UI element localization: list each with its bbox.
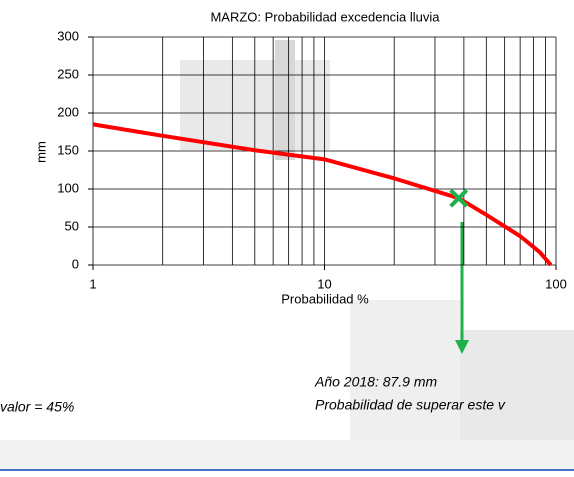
y-tick-label: 100 (57, 180, 79, 195)
y-tick-label: 250 (57, 66, 79, 81)
y-tick-label: 0 (72, 256, 79, 271)
y-tick-label: 200 (57, 104, 79, 119)
chart-title: MARZO: Probabilidad excedencia lluvia (210, 9, 440, 24)
annotation: Año 2018: 87.9 mm (314, 374, 438, 390)
y-axis-label: mm (33, 141, 48, 163)
y-tick-label: 150 (57, 142, 79, 157)
arrow (455, 222, 469, 354)
x-tick-label: 100 (545, 276, 567, 291)
y-tick-label: 50 (65, 218, 79, 233)
highlight-marker (449, 188, 469, 208)
annotation: Probabilidad de superar este v (315, 397, 506, 413)
x-axis-label: Probabilidad % (281, 291, 369, 306)
data-line (92, 122, 553, 267)
x-tick-label: 1 (89, 276, 96, 291)
y-tick-label: 300 (57, 28, 79, 43)
x-tick-label: 10 (317, 276, 331, 291)
annotation: valor = 45% (0, 399, 74, 415)
